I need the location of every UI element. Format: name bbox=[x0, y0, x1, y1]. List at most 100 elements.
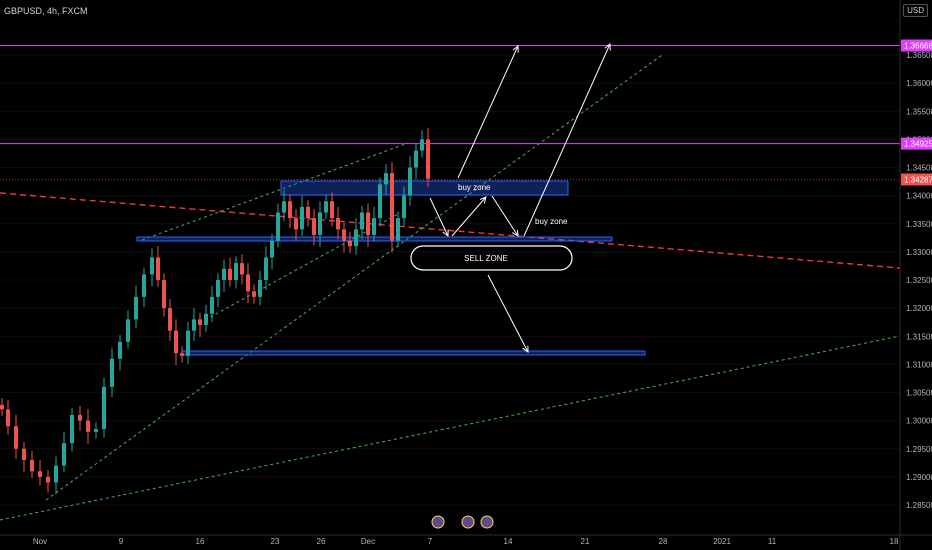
candle-body bbox=[282, 201, 286, 213]
price-axis[interactable]: 1.365001.360001.355001.350001.345001.340… bbox=[899, 0, 932, 550]
candle-body bbox=[408, 167, 412, 196]
candle-body bbox=[378, 184, 382, 219]
price-tag bbox=[901, 39, 932, 52]
candle-body bbox=[300, 206, 304, 230]
price-tick-label: 1.35500 bbox=[906, 107, 932, 116]
candle-body bbox=[30, 460, 34, 472]
sell-zone-ellipse bbox=[410, 245, 573, 271]
candle-body bbox=[252, 291, 256, 297]
time-tick-label: 11 bbox=[768, 537, 777, 546]
chart-grid bbox=[0, 54, 900, 506]
candle-body bbox=[342, 229, 346, 241]
candle-body bbox=[318, 212, 322, 235]
time-tick-label: 26 bbox=[317, 537, 326, 546]
annotation-arrow bbox=[487, 274, 528, 352]
candle-body bbox=[0, 404, 4, 410]
candle-body bbox=[102, 386, 106, 430]
annotation-arrow bbox=[457, 46, 518, 179]
candle-body bbox=[360, 212, 364, 230]
drawings: SELL ZONE buy zone bbox=[410, 44, 610, 352]
price-tick-label: 1.30000 bbox=[906, 417, 932, 426]
price-tag-label: 1.34925 bbox=[904, 140, 932, 149]
time-tick-label: 16 bbox=[196, 537, 205, 546]
candle-body bbox=[6, 409, 10, 427]
price-tick-label: 1.34000 bbox=[906, 192, 932, 201]
candle-body bbox=[414, 150, 418, 168]
time-tick-label: 28 bbox=[659, 537, 668, 546]
price-tick-label: 1.31000 bbox=[906, 360, 932, 369]
price-tick-label: 1.28500 bbox=[906, 501, 932, 510]
candle-body bbox=[354, 229, 358, 247]
annotation-arrow bbox=[451, 197, 486, 237]
candle-body bbox=[14, 426, 18, 449]
candle-body bbox=[324, 201, 328, 213]
candle-body bbox=[46, 476, 50, 483]
candle-body bbox=[94, 429, 98, 432]
candle-body bbox=[420, 139, 424, 151]
currency-button[interactable]: USD bbox=[903, 4, 928, 17]
time-tick-label: Dec bbox=[361, 537, 375, 546]
price-tag bbox=[901, 137, 932, 150]
candle-body bbox=[156, 257, 160, 280]
symbol-label[interactable]: GBPUSD, 4h, FXCM bbox=[4, 6, 88, 16]
time-tick-label: 14 bbox=[504, 537, 513, 546]
time-tick-label: 2021 bbox=[713, 537, 731, 546]
buy-zone-label: buy zone bbox=[458, 183, 491, 192]
candle-body bbox=[396, 218, 400, 241]
candle-body bbox=[384, 173, 388, 185]
candle-body bbox=[38, 471, 42, 477]
green-trendline-long bbox=[0, 335, 901, 521]
price-tick-label: 1.36500 bbox=[906, 51, 932, 60]
price-tag-label: 1.36668 bbox=[904, 42, 932, 51]
candle-body bbox=[78, 415, 82, 421]
annotation-arrow bbox=[491, 195, 518, 236]
candle-body bbox=[246, 274, 250, 292]
candle-body bbox=[222, 268, 226, 280]
economic-event-icon bbox=[480, 515, 494, 529]
candle-body bbox=[306, 206, 310, 219]
candle-body bbox=[234, 263, 238, 280]
candle-body bbox=[110, 358, 114, 387]
candles bbox=[0, 128, 430, 495]
buy-zone-box bbox=[280, 180, 569, 196]
price-tag bbox=[901, 173, 932, 186]
price-tick-label: 1.31500 bbox=[906, 332, 932, 341]
time-axis[interactable]: Nov 9 16 23 26 Dec 7 14 21 28 2021 11 18 bbox=[0, 534, 932, 546]
candle-body bbox=[372, 218, 376, 235]
candle-body bbox=[204, 313, 208, 325]
candle-body bbox=[216, 280, 220, 297]
candle-body bbox=[336, 218, 340, 230]
annotation-arrow bbox=[429, 197, 448, 236]
candle-body bbox=[276, 212, 280, 241]
candle-body bbox=[142, 274, 146, 297]
event-markers[interactable] bbox=[431, 515, 494, 529]
economic-event-icon bbox=[431, 515, 445, 529]
candle-body bbox=[134, 296, 138, 320]
candle-body bbox=[426, 139, 430, 179]
candle-body bbox=[22, 448, 26, 460]
candle-body bbox=[288, 201, 292, 219]
price-tag-label: 1.34287 bbox=[904, 175, 932, 184]
candle-body bbox=[348, 240, 352, 247]
candle-body bbox=[70, 415, 74, 444]
price-tick-label: 1.33000 bbox=[906, 248, 932, 257]
candle-body bbox=[192, 319, 196, 331]
price-tick-label: 1.36000 bbox=[906, 79, 932, 88]
candle-body bbox=[118, 341, 122, 359]
red-trendline bbox=[0, 192, 901, 269]
candle-body bbox=[198, 319, 202, 325]
candle-body bbox=[180, 353, 184, 356]
candle-body bbox=[390, 173, 394, 241]
candle-body bbox=[162, 280, 166, 309]
candle-body bbox=[240, 263, 244, 275]
price-tick-label: 1.32500 bbox=[906, 276, 932, 285]
candle-body bbox=[270, 240, 274, 258]
candle-body bbox=[258, 280, 262, 297]
buy-zone-note: buy zone bbox=[535, 217, 568, 226]
candle-body bbox=[126, 319, 130, 342]
candle-body bbox=[150, 257, 154, 275]
candle-body bbox=[330, 201, 334, 219]
price-tick-label: 1.30500 bbox=[906, 389, 932, 398]
sell-zone-label: SELL ZONE bbox=[464, 254, 508, 263]
